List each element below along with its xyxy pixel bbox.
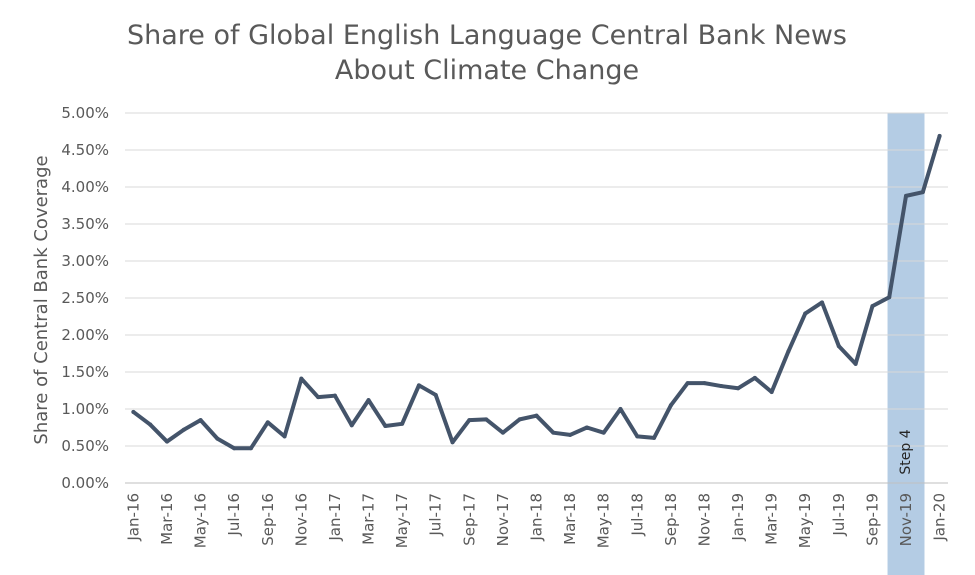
data-point — [769, 389, 774, 394]
x-tick-label: Nov-16 — [292, 493, 310, 546]
data-point — [299, 376, 304, 381]
y-tick-label: 2.50% — [61, 289, 109, 307]
data-point — [736, 386, 741, 391]
data-points — [131, 133, 942, 451]
data-point — [316, 395, 321, 400]
highlight-band — [887, 113, 925, 575]
chart-title-line-2: About Climate Change — [335, 55, 639, 86]
data-point — [500, 430, 505, 435]
data-point — [484, 417, 489, 422]
x-tick-label: Jul-19 — [830, 493, 848, 537]
data-point — [148, 422, 153, 427]
data-point — [534, 413, 539, 418]
data-point — [400, 421, 405, 426]
data-point — [433, 392, 438, 397]
x-tick-label: Mar-16 — [158, 493, 176, 545]
data-point — [349, 423, 354, 428]
x-tick-label: Jul-17 — [427, 493, 445, 537]
data-point — [887, 295, 892, 300]
data-point — [719, 384, 724, 389]
data-point — [366, 398, 371, 403]
data-point — [618, 407, 623, 411]
data-point — [416, 383, 421, 388]
x-tick-label: Jul-18 — [628, 493, 646, 537]
x-tick-label: May-17 — [393, 493, 411, 548]
data-point — [551, 430, 556, 435]
data-point — [685, 381, 690, 386]
y-tick-label: 1.00% — [61, 400, 109, 418]
x-tick-label: Mar-19 — [763, 493, 781, 545]
data-point — [803, 311, 808, 316]
x-axis: Jan-16 Mar-16 May-16 Jul-16 Sep-16 Nov-16 Jan-… — [124, 493, 948, 548]
data-point — [904, 193, 909, 198]
data-point — [652, 435, 657, 440]
data-point — [248, 446, 253, 451]
data-point — [820, 300, 825, 305]
data-point — [601, 430, 606, 435]
data-point — [164, 439, 169, 444]
series-line — [131, 133, 942, 451]
x-tick-label: Sep-17 — [460, 493, 478, 546]
y-tick-label: 0.00% — [61, 474, 109, 492]
chart-title-line-1: Share of Global English Language Central… — [127, 20, 847, 51]
data-point — [282, 434, 287, 439]
x-tick-label: Sep-19 — [863, 493, 881, 546]
data-point — [467, 418, 472, 423]
data-point — [383, 424, 388, 429]
data-point — [568, 432, 573, 437]
x-tick-label: Jul-16 — [225, 493, 243, 537]
data-point — [181, 427, 186, 432]
data-point — [198, 418, 203, 423]
data-point — [232, 446, 237, 451]
y-tick-label: 3.00% — [61, 252, 109, 270]
data-point — [920, 190, 925, 195]
x-tick-label: Jan-18 — [528, 493, 546, 542]
x-tick-label: Jan-19 — [729, 493, 747, 542]
y-axis: 0.00% 0.50% 1.00% 1.50% 2.00% 2.50% 3.00% 3.50%… — [61, 104, 109, 492]
data-point — [836, 344, 841, 349]
y-tick-label: 1.50% — [61, 363, 109, 381]
y-tick-label: 2.00% — [61, 326, 109, 344]
gridlines — [125, 112, 948, 447]
y-tick-label: 3.50% — [61, 215, 109, 233]
data-point — [702, 381, 707, 386]
data-point — [937, 133, 942, 138]
data-point — [332, 393, 337, 398]
x-tick-label: Nov-17 — [494, 493, 512, 546]
x-tick-label: Sep-18 — [662, 493, 680, 546]
data-point — [668, 403, 673, 408]
data-point — [853, 361, 858, 366]
data-point — [450, 440, 455, 445]
data-point — [584, 425, 589, 430]
x-tick-label: Nov-19 — [897, 493, 915, 546]
data-point — [635, 434, 640, 439]
x-tick-label: Nov-18 — [695, 493, 713, 546]
y-tick-label: 0.50% — [61, 437, 109, 455]
x-tick-label: Jan-20 — [931, 493, 949, 542]
y-axis-label: Share of Central Bank Coverage — [31, 155, 52, 444]
data-point — [131, 409, 136, 414]
data-point — [265, 420, 270, 425]
y-tick-label: 5.00% — [61, 104, 109, 122]
data-point — [517, 417, 522, 422]
y-tick-label: 4.50% — [61, 141, 109, 159]
x-tick-label: Jan-17 — [326, 493, 344, 542]
x-tick-label: Sep-16 — [259, 493, 277, 546]
x-tick-label: May-18 — [595, 493, 613, 548]
data-point — [870, 304, 875, 309]
y-tick-label: 4.00% — [61, 178, 109, 196]
x-tick-label: Mar-17 — [360, 493, 378, 545]
data-point — [786, 349, 791, 354]
x-tick-label: Mar-18 — [561, 493, 579, 545]
data-point — [752, 375, 757, 380]
data-point — [215, 436, 220, 441]
highlight-label: Step 4 — [898, 429, 914, 474]
x-tick-label: Jan-16 — [124, 493, 142, 542]
x-tick-label: May-16 — [192, 493, 210, 548]
x-tick-label: May-19 — [796, 493, 814, 548]
